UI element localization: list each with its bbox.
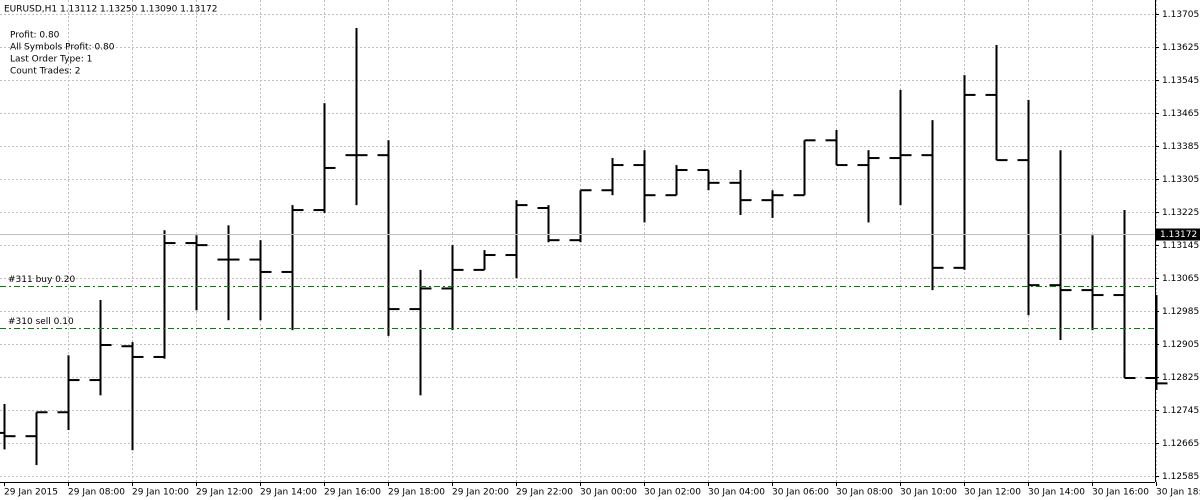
y-tick-label: 1.13465 (1162, 109, 1199, 119)
x-tick-label: 30 Jan 10:00 (900, 488, 957, 498)
x-tick-label: 30 Jan 08:00 (836, 488, 893, 498)
last-price-box (1156, 228, 1200, 241)
info-text: All Symbols Profit: 0.80 (10, 43, 115, 53)
x-tick-label: 30 Jan 12:00 (964, 488, 1021, 498)
x-tick-label: 29 Jan 12:00 (196, 488, 253, 498)
info-text: Profit: 0.80 (10, 31, 60, 41)
y-tick-label: 1.12905 (1162, 340, 1199, 350)
info-text: Count Trades: 2 (10, 67, 81, 77)
x-tick-label: 29 Jan 2015 (4, 488, 58, 498)
x-tick-label: 29 Jan 08:00 (68, 488, 125, 498)
y-tick-label: 1.12665 (1162, 439, 1199, 449)
y-tick-label: 1.13305 (1162, 175, 1199, 185)
y-tick-label: 1.13545 (1162, 76, 1199, 86)
y-tick-label: 1.13705 (1162, 10, 1199, 20)
y-tick-label: 1.12585 (1162, 472, 1199, 482)
y-tick-label: 1.13225 (1162, 208, 1199, 218)
x-tick-label: 30 Jan 00:00 (580, 488, 637, 498)
bars (0, 28, 1168, 466)
x-tick-label: 30 Jan 14:00 (1028, 488, 1085, 498)
x-tick-label: 29 Jan 10:00 (132, 488, 189, 498)
x-tick-label: 30 Jan 06:00 (772, 488, 829, 498)
order-level-label: #311 buy 0.20 (8, 275, 75, 285)
y-tick-label: 1.13065 (1162, 274, 1199, 284)
y-tick-label: 1.12985 (1162, 307, 1199, 317)
chart-title: EURUSD,H1 1.13112 1.13250 1.13090 1.1317… (4, 5, 217, 15)
x-tick-label: 29 Jan 16:00 (324, 488, 381, 498)
y-tick-label: 1.12745 (1162, 406, 1199, 416)
info-text: Last Order Type: 1 (10, 55, 92, 65)
x-tick-label: 30 Jan 02:00 (644, 488, 701, 498)
x-tick-label: 29 Jan 14:00 (260, 488, 317, 498)
x-tick-label: 30 Jan 04:00 (708, 488, 765, 498)
y-tick-label: 1.12825 (1162, 373, 1199, 383)
x-tick-label: 30 Jan 16:00 (1092, 488, 1149, 498)
last-price-label: 1.13172 (1160, 230, 1197, 240)
x-tick-label: 29 Jan 22:00 (516, 488, 573, 498)
y-tick-label: 1.13145 (1162, 241, 1199, 251)
x-tick-label: 29 Jan 18:00 (388, 488, 445, 498)
order-level-label: #310 sell 0.10 (8, 317, 74, 327)
x-tick-label: 29 Jan 20:00 (452, 488, 509, 498)
y-tick-label: 1.13385 (1162, 142, 1199, 152)
y-tick-label: 1.13625 (1162, 43, 1199, 53)
x-tick-label: 30 Jan 18:00 (1156, 488, 1200, 498)
